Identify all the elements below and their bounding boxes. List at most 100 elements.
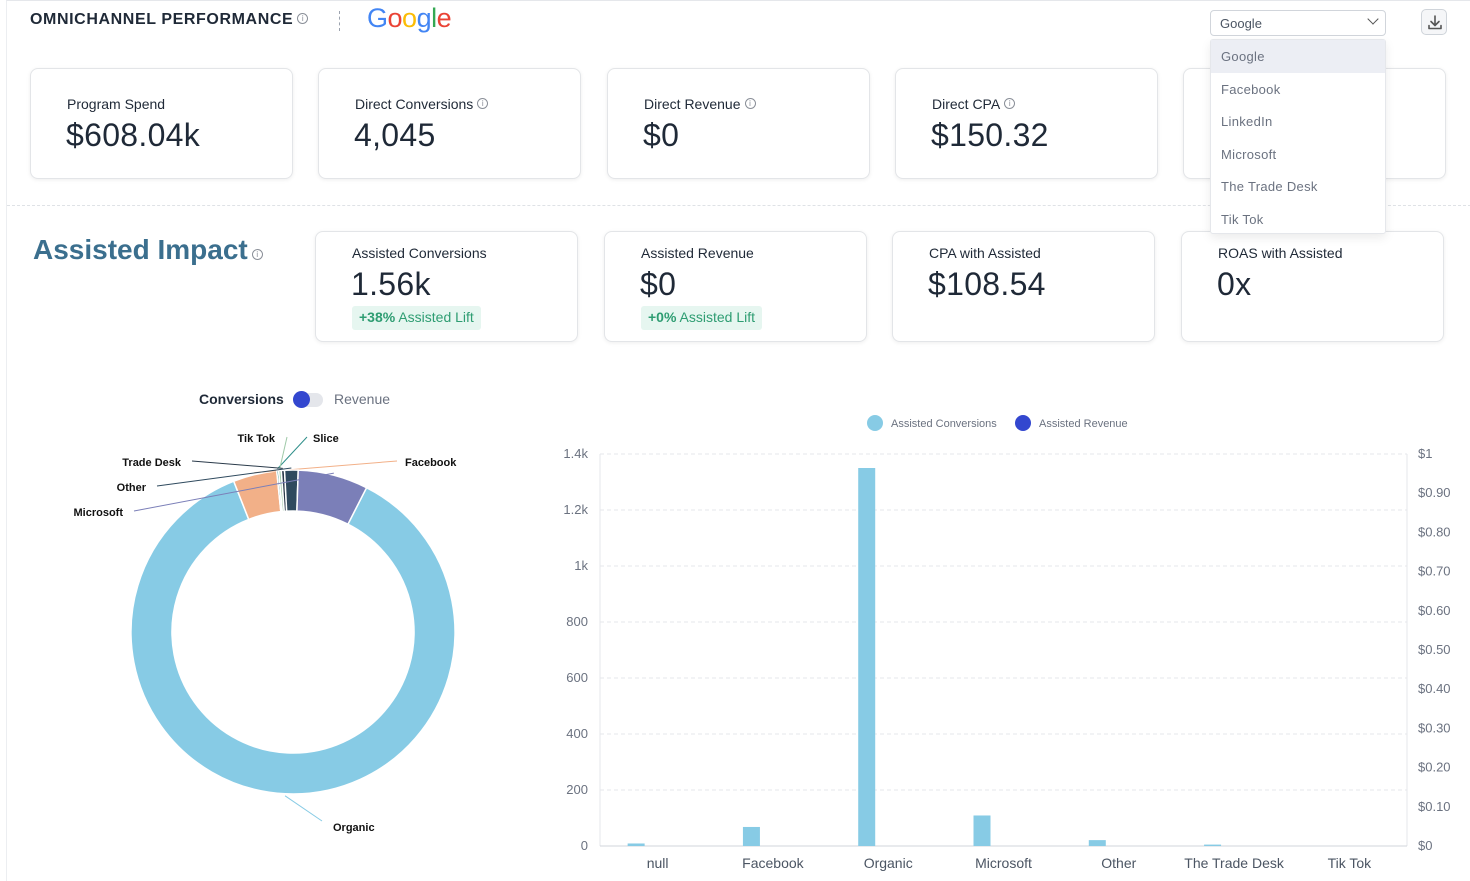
lift-label: Assisted Lift (679, 309, 756, 325)
y-tick-left: 1.2k (563, 502, 588, 517)
dropdown-option-tik-tok[interactable]: Tik Tok (1221, 211, 1264, 227)
bar-organic[interactable] (858, 468, 876, 846)
legend-marker (1015, 415, 1031, 431)
assisted-bar-chart: Assisted Conversions Assisted Revenue 0 200… (563, 415, 1451, 871)
donut-leader-line (284, 795, 323, 822)
lift-value: +38% (359, 309, 396, 325)
program-spend-card: Program Spend $608.04k (30, 68, 293, 179)
lift-value: +0% (648, 309, 677, 325)
lift-label: Assisted Lift (398, 309, 474, 325)
logo-letter: g (416, 3, 432, 33)
donut-leader-line (156, 467, 292, 487)
y-tick-left: 400 (566, 726, 588, 741)
card-label: Assisted Conversions (352, 245, 487, 261)
download-icon (1428, 15, 1442, 30)
card-label: Direct Conversions i (355, 96, 489, 112)
assisted-lift-badge: +38% Assisted Lift (352, 306, 481, 330)
info-icon[interactable]: i (251, 249, 263, 260)
cpa-with-assisted-card: CPA with Assisted $108.54 (892, 231, 1155, 342)
channel-donut-chart: Organic Facebook Slice Tik Tok Trade Desk Oth… (74, 433, 458, 834)
info-icon[interactable]: i (297, 13, 309, 24)
card-value: $0 (640, 266, 677, 302)
donut-label: Facebook (405, 457, 457, 469)
card-value: $608.04k (66, 117, 201, 153)
y-tick-right: $0.90 (1418, 485, 1451, 500)
donut-label: Slice (313, 433, 339, 445)
bar-facebook[interactable] (742, 826, 760, 846)
x-tick-label: Organic (864, 855, 913, 871)
donut-leader-line (254, 460, 398, 474)
logo-letter: G (367, 3, 388, 33)
dropdown-option-the-trade-desk[interactable]: The Trade Desk (1221, 179, 1318, 194)
card-value: $150.32 (931, 117, 1049, 153)
y-tick-right: $1 (1418, 446, 1432, 461)
section-divider (7, 205, 1470, 206)
channel-select[interactable]: Google (1210, 10, 1386, 36)
x-tick-label: Microsoft (975, 855, 1032, 871)
dropdown-option-google[interactable]: Google (1211, 40, 1385, 73)
donut-label: Tik Tok (238, 433, 276, 445)
card-value: $108.54 (928, 266, 1046, 302)
card-label-text: Direct Conversions (355, 96, 474, 112)
y-tick-left: 200 (566, 782, 588, 797)
dropdown-option-microsoft[interactable]: Microsoft (1221, 146, 1277, 162)
y-tick-right: $0.50 (1418, 642, 1451, 657)
roas-with-assisted-card: ROAS with Assisted 0x (1181, 231, 1444, 342)
info-icon[interactable]: i (744, 98, 756, 109)
donut-label: Trade Desk (122, 457, 182, 469)
card-label: CPA with Assisted (929, 245, 1041, 261)
omnichannel-dashboard: OMNICHANNEL PERFORMANCE i Google Google P… (6, 0, 1470, 881)
x-tick-label: Tik Tok (1328, 855, 1373, 871)
bar-microsoft[interactable] (973, 815, 991, 846)
donut-slice-other[interactable] (283, 469, 299, 512)
card-label: Program Spend (67, 96, 166, 112)
donut-label: Microsoft (74, 507, 124, 519)
bar-the-trade-desk[interactable] (1204, 844, 1222, 846)
toggle-label-revenue[interactable]: Revenue (334, 391, 391, 407)
card-label-text: Direct Revenue (644, 96, 741, 112)
y-tick-right: $0.70 (1418, 564, 1451, 579)
card-value: 1.56k (351, 266, 431, 302)
card-value: 4,045 (354, 117, 436, 153)
metric-toggle-knob[interactable] (293, 391, 310, 408)
y-tick-right: $0.80 (1418, 524, 1451, 539)
direct-cpa-card: Direct CPA i $150.32 (895, 68, 1158, 179)
y-tick-right: $0.10 (1418, 799, 1451, 814)
info-icon[interactable]: i (1004, 98, 1016, 109)
legend-label[interactable]: Assisted Revenue (1039, 418, 1128, 430)
donut-slice-organic[interactable] (130, 480, 456, 795)
logo-letter: l (431, 3, 437, 33)
donut-slice-microsoft[interactable] (296, 469, 368, 526)
donut-label: Other (117, 482, 147, 494)
legend-label[interactable]: Assisted Conversions (891, 418, 997, 430)
direct-conversions-card: Direct Conversions i 4,045 (318, 68, 581, 179)
card-label: Assisted Revenue (641, 245, 754, 261)
y-tick-right: $0 (1418, 838, 1432, 853)
page-title-text: OMNICHANNEL PERFORMANCE (30, 11, 294, 28)
x-tick-label: null (647, 855, 669, 871)
legend-marker (867, 415, 883, 431)
info-icon[interactable]: i (477, 98, 489, 109)
card-label: Direct CPA i (932, 96, 1016, 112)
donut-leader-line (133, 472, 334, 512)
toggle-label-conversions[interactable]: Conversions (199, 391, 284, 407)
channel-select-value: Google (1220, 16, 1262, 31)
dropdown-option-linkedin[interactable]: LinkedIn (1221, 114, 1273, 129)
logo-letter: o (402, 3, 417, 33)
chart-legend: Assisted Conversions Assisted Revenue (867, 415, 1128, 431)
download-button[interactable] (1421, 9, 1447, 35)
assisted-lift-badge: +0% Assisted Lift (641, 306, 763, 330)
assisted-impact-title-text: Assisted Impact (33, 234, 248, 265)
card-value: $0 (643, 117, 680, 153)
dropdown-option-facebook[interactable]: Facebook (1221, 81, 1281, 97)
bar-null[interactable] (627, 843, 645, 846)
y-tick-right: $0.60 (1418, 603, 1451, 618)
y-tick-left: 600 (566, 670, 588, 685)
card-label-text: Direct CPA (932, 96, 1001, 112)
assisted-revenue-card: Assisted Revenue $0 +0% Assisted Lift (604, 231, 867, 342)
channel-dropdown-menu: Google Facebook LinkedIn Microsoft The T… (1210, 39, 1386, 234)
logo-letter: o (387, 3, 403, 33)
y-tick-right: $0.20 (1418, 760, 1451, 775)
header-divider (339, 11, 340, 31)
bar-other[interactable] (1088, 840, 1106, 846)
